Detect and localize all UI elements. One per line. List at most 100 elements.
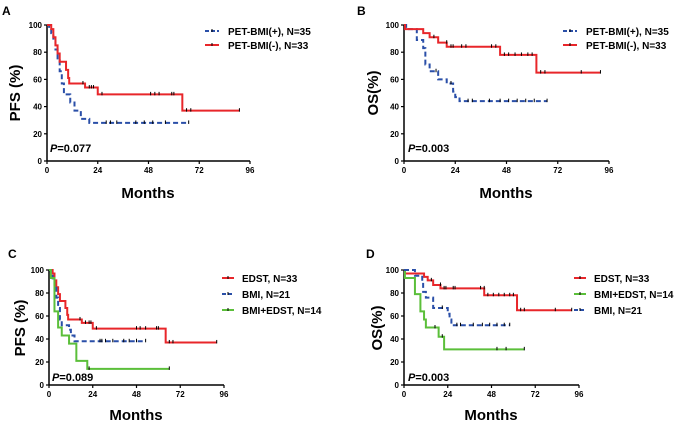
y-tick-label: 100: [31, 266, 45, 275]
x-tick-label: 72: [176, 390, 185, 399]
y-tick-label: 0: [395, 157, 400, 166]
x-tick-label: 96: [575, 390, 584, 399]
series-1: [403, 269, 525, 351]
y-axis-label: OS(%): [369, 305, 386, 350]
x-tick-label: 0: [402, 390, 407, 399]
p-value-label: P=0.003: [408, 143, 449, 155]
legend-label: PET-BMI(+), N=35: [586, 27, 669, 38]
survival-curve: [403, 269, 525, 351]
y-tick-label: 100: [386, 21, 400, 30]
y-tick-label: 40: [390, 103, 399, 112]
x-tick-label: 24: [443, 390, 452, 399]
x-tick-label: 72: [195, 166, 204, 175]
panel-label: D: [366, 247, 375, 261]
legend-label: EDST, N=33: [242, 274, 298, 285]
x-tick-label: 48: [144, 166, 153, 175]
p-value-prefix: P: [408, 143, 416, 155]
y-tick-label: 20: [35, 358, 44, 367]
p-value-number: =0.003: [415, 372, 449, 384]
p-value-label: P=0.077: [50, 143, 91, 155]
series-2: [49, 269, 170, 370]
y-tick-label: 40: [33, 103, 42, 112]
panel-label: A: [2, 4, 11, 18]
y-tick-label: 40: [35, 335, 44, 344]
panel-d: D 0 20 40 60 80 100 0 24 48 72 96 Months OS(%) P=0.003…: [366, 247, 674, 423]
panel-a: A 0 20 40 60 80 100 0 24 48 72 96 Months PFS (%) P=0.0…: [2, 4, 311, 202]
x-tick-label: 72: [553, 166, 562, 175]
survival-curve: [49, 269, 170, 370]
y-tick-label: 80: [390, 48, 399, 57]
x-tick-label: 0: [47, 390, 52, 399]
legend-label: PET-BMI(-), N=33: [586, 41, 667, 52]
legend-label: BMI+EDST, N=14: [242, 306, 322, 317]
survival-curve: [403, 269, 572, 312]
series-0: [49, 269, 218, 344]
panel-b: B 0 20 40 60 80 100 0 24 48 72 96 Months OS(%) P=0.003…: [357, 4, 669, 202]
survival-curve: [404, 24, 548, 103]
legend-label: BMI, N=21: [594, 306, 643, 317]
legend-label: EDST, N=33: [594, 274, 650, 285]
x-axis-label: Months: [479, 185, 532, 202]
y-axis-label: OS(%): [365, 70, 382, 115]
x-tick-label: 0: [45, 166, 50, 175]
panel-c: C 0 20 40 60 80 100 0 24 48 72 96 Months PFS (%) P=0.0…: [8, 247, 322, 423]
legend-label: BMI, N=21: [242, 290, 291, 301]
y-tick-label: 60: [390, 75, 399, 84]
series-0: [47, 24, 190, 124]
series-0: [404, 24, 548, 103]
survival-curve: [404, 24, 601, 74]
x-tick-label: 96: [605, 166, 614, 175]
x-tick-label: 48: [487, 390, 496, 399]
x-tick-label: 96: [246, 166, 255, 175]
y-axis-label: PFS (%): [7, 65, 24, 122]
y-tick-label: 80: [390, 289, 399, 298]
survival-curve: [404, 269, 510, 327]
y-tick-label: 80: [33, 48, 42, 57]
x-tick-label: 24: [451, 166, 460, 175]
survival-curve: [49, 269, 146, 343]
series-2: [404, 269, 511, 327]
survival-curve: [47, 24, 240, 112]
x-tick-label: 24: [93, 166, 102, 175]
x-tick-label: 48: [132, 390, 141, 399]
panel-label: B: [357, 4, 366, 18]
p-value-prefix: P: [408, 372, 416, 384]
p-value-number: =0.089: [59, 372, 93, 384]
p-value-label: P=0.089: [52, 372, 93, 384]
x-tick-label: 24: [88, 390, 97, 399]
x-tick-label: 72: [531, 390, 540, 399]
p-value-prefix: P: [50, 143, 58, 155]
y-tick-label: 100: [386, 266, 400, 275]
x-tick-label: 48: [502, 166, 511, 175]
survival-curve: [47, 24, 189, 124]
series-1: [404, 24, 601, 74]
p-value-number: =0.003: [415, 143, 449, 155]
y-tick-label: 60: [35, 312, 44, 321]
x-tick-label: 96: [220, 390, 229, 399]
panel-label: C: [8, 247, 17, 261]
y-tick-label: 0: [40, 381, 45, 390]
x-axis-label: Months: [464, 407, 517, 423]
y-tick-label: 20: [390, 130, 399, 139]
survival-curve: [49, 269, 217, 344]
x-tick-label: 0: [402, 166, 407, 175]
y-tick-label: 100: [29, 21, 43, 30]
y-tick-label: 80: [35, 289, 44, 298]
y-tick-label: 20: [390, 358, 399, 367]
x-axis-label: Months: [121, 185, 174, 202]
y-tick-label: 20: [33, 130, 42, 139]
series-1: [49, 269, 147, 343]
legend-label: PET-BMI(+), N=35: [228, 27, 311, 38]
y-axis-label: PFS (%): [12, 300, 29, 357]
p-value-prefix: P: [52, 372, 60, 384]
p-value-label: P=0.003: [408, 372, 449, 384]
series-1: [47, 24, 240, 112]
y-tick-label: 0: [38, 157, 43, 166]
p-value-number: =0.077: [57, 143, 91, 155]
x-axis-label: Months: [109, 407, 162, 423]
y-tick-label: 40: [390, 335, 399, 344]
y-tick-label: 60: [390, 312, 399, 321]
y-tick-label: 0: [395, 381, 400, 390]
legend-label: BMI+EDST, N=14: [594, 290, 674, 301]
